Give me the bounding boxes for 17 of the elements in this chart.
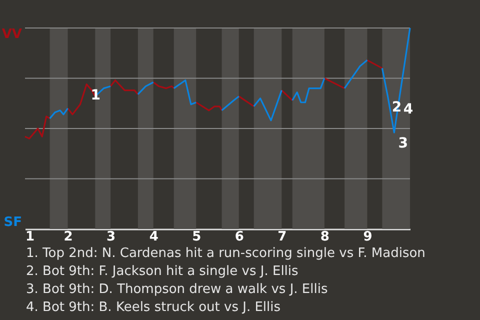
- text: 4. Bot 9th: B. Keels struck out vs J. Ellis: [26, 300, 281, 315]
- x-tick-label: 4: [149, 230, 158, 244]
- text: VV: [2, 27, 22, 42]
- x-tick-label: 6: [234, 230, 244, 244]
- text: 3. Bot 9th: D. Thompson drew a walk vs J. Ellis: [26, 282, 328, 297]
- x-tick-label: 5: [192, 230, 202, 244]
- x-tick-label: 2: [64, 230, 73, 244]
- annotation: 3: [398, 136, 408, 152]
- x-tick-label: 1: [26, 230, 35, 244]
- x-tick-label: 9: [363, 230, 372, 244]
- text: SF: [4, 215, 22, 230]
- annotation: 4: [403, 101, 414, 118]
- x-tick-label: 3: [106, 230, 116, 244]
- text: 1. Top 2nd: N. Cardenas hit a run-scoring single vs F. Madison: [26, 246, 426, 261]
- x-tick-label: 8: [320, 230, 330, 244]
- text: 2. Bot 9th: F. Jackson hit a single vs J. Ellis: [26, 264, 299, 279]
- x-tick-label: 7: [278, 230, 287, 244]
